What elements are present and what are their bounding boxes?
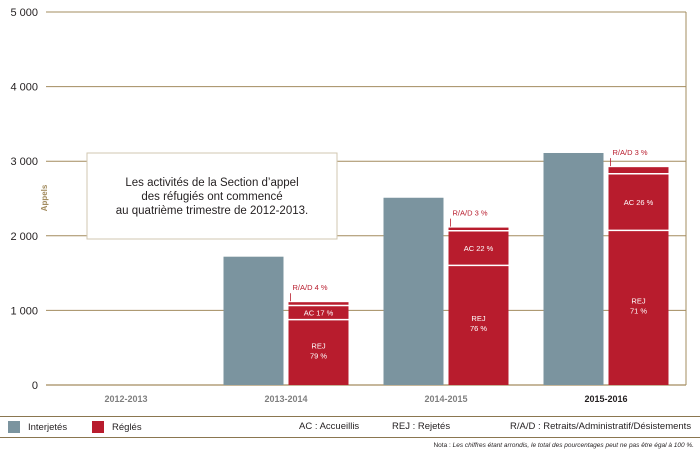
bar-regles-rad <box>448 227 509 231</box>
legend-item-rej: REJ : Rejetés <box>392 421 450 432</box>
footnote-label: Nota : <box>433 442 451 449</box>
legend-swatch-interjetes <box>8 421 20 433</box>
x-tick-label: 2014-2015 <box>424 394 467 404</box>
data-label-rej: REJ <box>471 314 485 323</box>
x-tick-label: 2012-2013 <box>104 394 147 404</box>
y-tick-label: 5 000 <box>10 7 38 19</box>
data-label-rad: R/A/D 4 % <box>293 283 328 292</box>
footnote-text: Les chiffres étant arrondis, le total de… <box>452 442 694 449</box>
bar-regles-ac <box>448 230 509 266</box>
data-label-rad: R/A/D 3 % <box>613 148 648 157</box>
annotation-line: au quatrième trimestre de 2012-2013. <box>116 205 308 217</box>
bar-interjetes <box>223 256 284 385</box>
data-label-rej: REJ <box>311 341 325 350</box>
data-label-rad: R/A/D 3 % <box>453 209 488 218</box>
legend-label-interjetes: Interjetés <box>28 421 68 433</box>
data-label-rej-pct: 79 % <box>310 351 327 360</box>
legend: Interjetés Réglés AC : Accueillis REJ : … <box>0 416 700 438</box>
data-label-rej-pct: 71 % <box>630 307 647 316</box>
footnote: Nota : Les chiffres étant arrondis, le t… <box>433 442 694 449</box>
legend-swatch-regles <box>92 421 104 433</box>
data-label-rej: REJ <box>631 297 645 306</box>
annotation-line: Les activités de la Section d’appel <box>125 177 298 189</box>
y-axis-title: Appels <box>40 184 49 211</box>
legend-item-rad: R/A/D : Retraits/Administratif/Désisteme… <box>510 421 691 432</box>
y-tick-label: 0 <box>32 380 38 392</box>
bar-regles-ac <box>608 173 669 231</box>
legend-item-regles: Réglés <box>92 421 142 433</box>
bar-regles-ac <box>288 305 349 320</box>
bar-interjetes <box>383 197 444 385</box>
x-tick-label: 2013-2014 <box>264 394 307 404</box>
y-tick-label: 4 000 <box>10 82 38 94</box>
annotation-line: des réfugiés ont commencé <box>141 191 282 203</box>
data-label-ac: AC 22 % <box>464 244 494 253</box>
bar-regles-rej <box>608 230 669 385</box>
bar-regles-rad <box>608 167 669 174</box>
bar-chart: 0 1 000 2 000 3 000 4 000 5 000 Appels 2012-201… <box>10 7 687 404</box>
annotation-text: Les activités de la Section d’appel des r… <box>116 177 308 217</box>
y-tick-label: 2 000 <box>10 231 38 243</box>
legend-item-ac: AC : Accueillis <box>299 421 359 432</box>
bar-regles-rad <box>288 302 349 306</box>
annotation-box <box>86 152 338 240</box>
data-label-ac: AC 17 % <box>304 309 334 318</box>
data-label-ac: AC 26 % <box>624 198 654 207</box>
bar-regles-rej <box>288 319 349 385</box>
bar-interjetes <box>543 152 604 385</box>
legend-label-ac: AC : Accueillis <box>299 421 360 432</box>
x-tick-label: 2015-2016 <box>584 394 627 404</box>
legend-label-rej: REJ : Rejetés <box>392 421 451 432</box>
y-tick-label: 1 000 <box>10 305 38 317</box>
data-label-rej-pct: 76 % <box>470 324 487 333</box>
y-tick-label: 3 000 <box>10 156 38 168</box>
bar-regles-rej <box>448 265 509 385</box>
legend-label-regles: Réglés <box>112 421 142 433</box>
legend-label-rad: R/A/D : Retraits/Administratif/Désisteme… <box>510 421 692 432</box>
legend-item-interjetes: Interjetés <box>8 421 67 433</box>
